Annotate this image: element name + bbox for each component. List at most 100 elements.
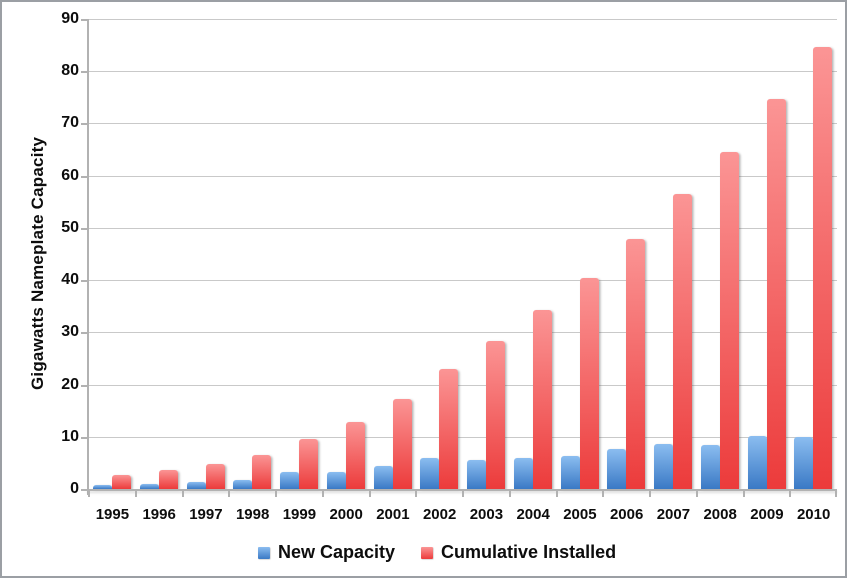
bar-cumulative-installed-2010 xyxy=(813,47,833,489)
bar-new-capacity-1997 xyxy=(186,482,206,489)
x-axis-tick-8 xyxy=(462,491,464,497)
bar-cumulative-installed-2003 xyxy=(486,340,506,489)
bar-cumulative-installed-2001 xyxy=(392,399,412,489)
bar-new-capacity-2008 xyxy=(700,445,720,489)
bar-new-capacity-2009 xyxy=(747,435,767,489)
x-axis-tick-0 xyxy=(88,491,90,497)
y-axis-line xyxy=(87,19,89,495)
legend-label: New Capacity xyxy=(278,542,396,562)
gridline-y-40 xyxy=(89,280,837,282)
bar-cumulative-installed-2009 xyxy=(766,99,786,489)
gridline-y-70 xyxy=(89,123,837,125)
x-axis-tick-16 xyxy=(835,491,837,497)
x-category-label-2004: 2004 xyxy=(516,506,550,523)
y-tick-label-70: 70 xyxy=(61,114,79,132)
bar-new-capacity-1995 xyxy=(93,484,113,489)
x-category-label-2000: 2000 xyxy=(329,506,363,523)
x-category-label-2001: 2001 xyxy=(376,506,410,523)
x-category-label-1995: 1995 xyxy=(95,506,130,523)
x-category-label-2002: 2002 xyxy=(422,506,457,523)
y-axis-tick-20 xyxy=(81,384,87,387)
gridline-y-90 xyxy=(89,19,837,20)
bar-new-capacity-1996 xyxy=(139,483,159,489)
x-category-label-1998: 1998 xyxy=(235,506,270,523)
y-axis-tick-70 xyxy=(81,123,87,126)
y-axis-tick-10 xyxy=(81,436,87,439)
legend-swatch-icon xyxy=(258,546,270,559)
x-axis-tick-4 xyxy=(275,491,277,497)
bar-cumulative-installed-2006 xyxy=(626,238,646,489)
x-axis-tick-14 xyxy=(742,491,745,497)
legend-item-cumulative-installed: Cumulative Installed xyxy=(421,542,616,563)
x-axis-tick-3 xyxy=(228,491,231,497)
x-axis-tick-9 xyxy=(508,491,511,497)
x-axis-tick-10 xyxy=(555,491,558,497)
x-category-label-1997: 1997 xyxy=(189,506,223,523)
bar-new-capacity-1998 xyxy=(233,480,253,489)
bar-new-capacity-2004 xyxy=(513,457,533,489)
x-axis-tick-5 xyxy=(321,491,324,497)
x-category-label-2007: 2007 xyxy=(656,506,691,523)
x-category-label-1996: 1996 xyxy=(142,506,176,523)
gridline-y-60 xyxy=(89,175,837,177)
gridline-y-20 xyxy=(89,384,837,386)
y-axis-tick-30 xyxy=(81,332,87,335)
bar-new-capacity-2003 xyxy=(467,460,487,489)
bar-cumulative-installed-1996 xyxy=(158,470,178,489)
y-tick-label-60: 60 xyxy=(61,166,79,184)
y-tick-label-30: 30 xyxy=(61,323,79,341)
y-axis-tick-50 xyxy=(81,227,87,230)
x-axis-tick-7 xyxy=(415,491,418,497)
bar-new-capacity-2010 xyxy=(794,437,814,489)
y-tick-label-50: 50 xyxy=(61,218,79,236)
bar-cumulative-installed-1997 xyxy=(205,463,225,489)
bar-cumulative-installed-1995 xyxy=(112,475,132,489)
gridline-y-10 xyxy=(89,436,837,438)
gridline-y-50 xyxy=(89,227,837,229)
y-axis-tick-80 xyxy=(81,71,87,74)
x-category-label-2008: 2008 xyxy=(703,506,737,523)
x-axis-tick-6 xyxy=(368,491,371,497)
gridline-y-80 xyxy=(89,71,837,73)
bar-new-capacity-2006 xyxy=(607,448,627,489)
x-axis-tick-12 xyxy=(649,491,651,497)
gridline-y-30 xyxy=(89,332,837,334)
bar-cumulative-installed-2004 xyxy=(532,309,552,489)
x-category-label-2010: 2010 xyxy=(796,506,831,523)
bar-new-capacity-2005 xyxy=(560,455,580,489)
bar-new-capacity-2001 xyxy=(373,465,393,489)
x-category-label-1999: 1999 xyxy=(282,506,317,523)
y-axis-tick-0 xyxy=(81,489,87,491)
x-category-label-2003: 2003 xyxy=(469,506,504,523)
bar-new-capacity-2000 xyxy=(326,471,346,489)
plot-area xyxy=(89,19,837,489)
x-axis-tick-2 xyxy=(181,491,184,497)
bar-new-capacity-2002 xyxy=(420,458,440,489)
legend-label: Cumulative Installed xyxy=(441,542,617,562)
y-tick-label-10: 10 xyxy=(61,427,79,445)
bar-cumulative-installed-2008 xyxy=(719,151,739,489)
y-tick-label-90: 90 xyxy=(61,10,79,27)
bar-cumulative-installed-1998 xyxy=(252,455,272,489)
y-axis-tick-40 xyxy=(81,280,87,283)
y-axis-tick-60 xyxy=(81,175,87,178)
y-tick-label-20: 20 xyxy=(61,375,79,393)
bar-cumulative-installed-2000 xyxy=(345,422,365,489)
legend-swatch-icon xyxy=(421,546,434,559)
x-category-label-2009: 2009 xyxy=(750,506,784,523)
x-axis-tick-11 xyxy=(602,491,605,497)
bar-cumulative-installed-2005 xyxy=(579,278,599,489)
x-category-label-2005: 2005 xyxy=(563,506,597,523)
x-category-label-2006: 2006 xyxy=(609,506,644,523)
y-axis-tick-90 xyxy=(81,19,87,21)
y-tick-label-80: 80 xyxy=(61,62,79,80)
bar-cumulative-installed-2007 xyxy=(673,194,693,489)
y-tick-label-0: 0 xyxy=(70,480,79,497)
bar-cumulative-installed-1999 xyxy=(299,438,319,489)
bar-new-capacity-2007 xyxy=(654,444,674,489)
x-axis-tick-13 xyxy=(695,491,698,497)
bar-cumulative-installed-2002 xyxy=(439,368,459,489)
legend-item-new-capacity: New Capacity xyxy=(258,542,395,563)
bar-new-capacity-1999 xyxy=(280,472,300,489)
